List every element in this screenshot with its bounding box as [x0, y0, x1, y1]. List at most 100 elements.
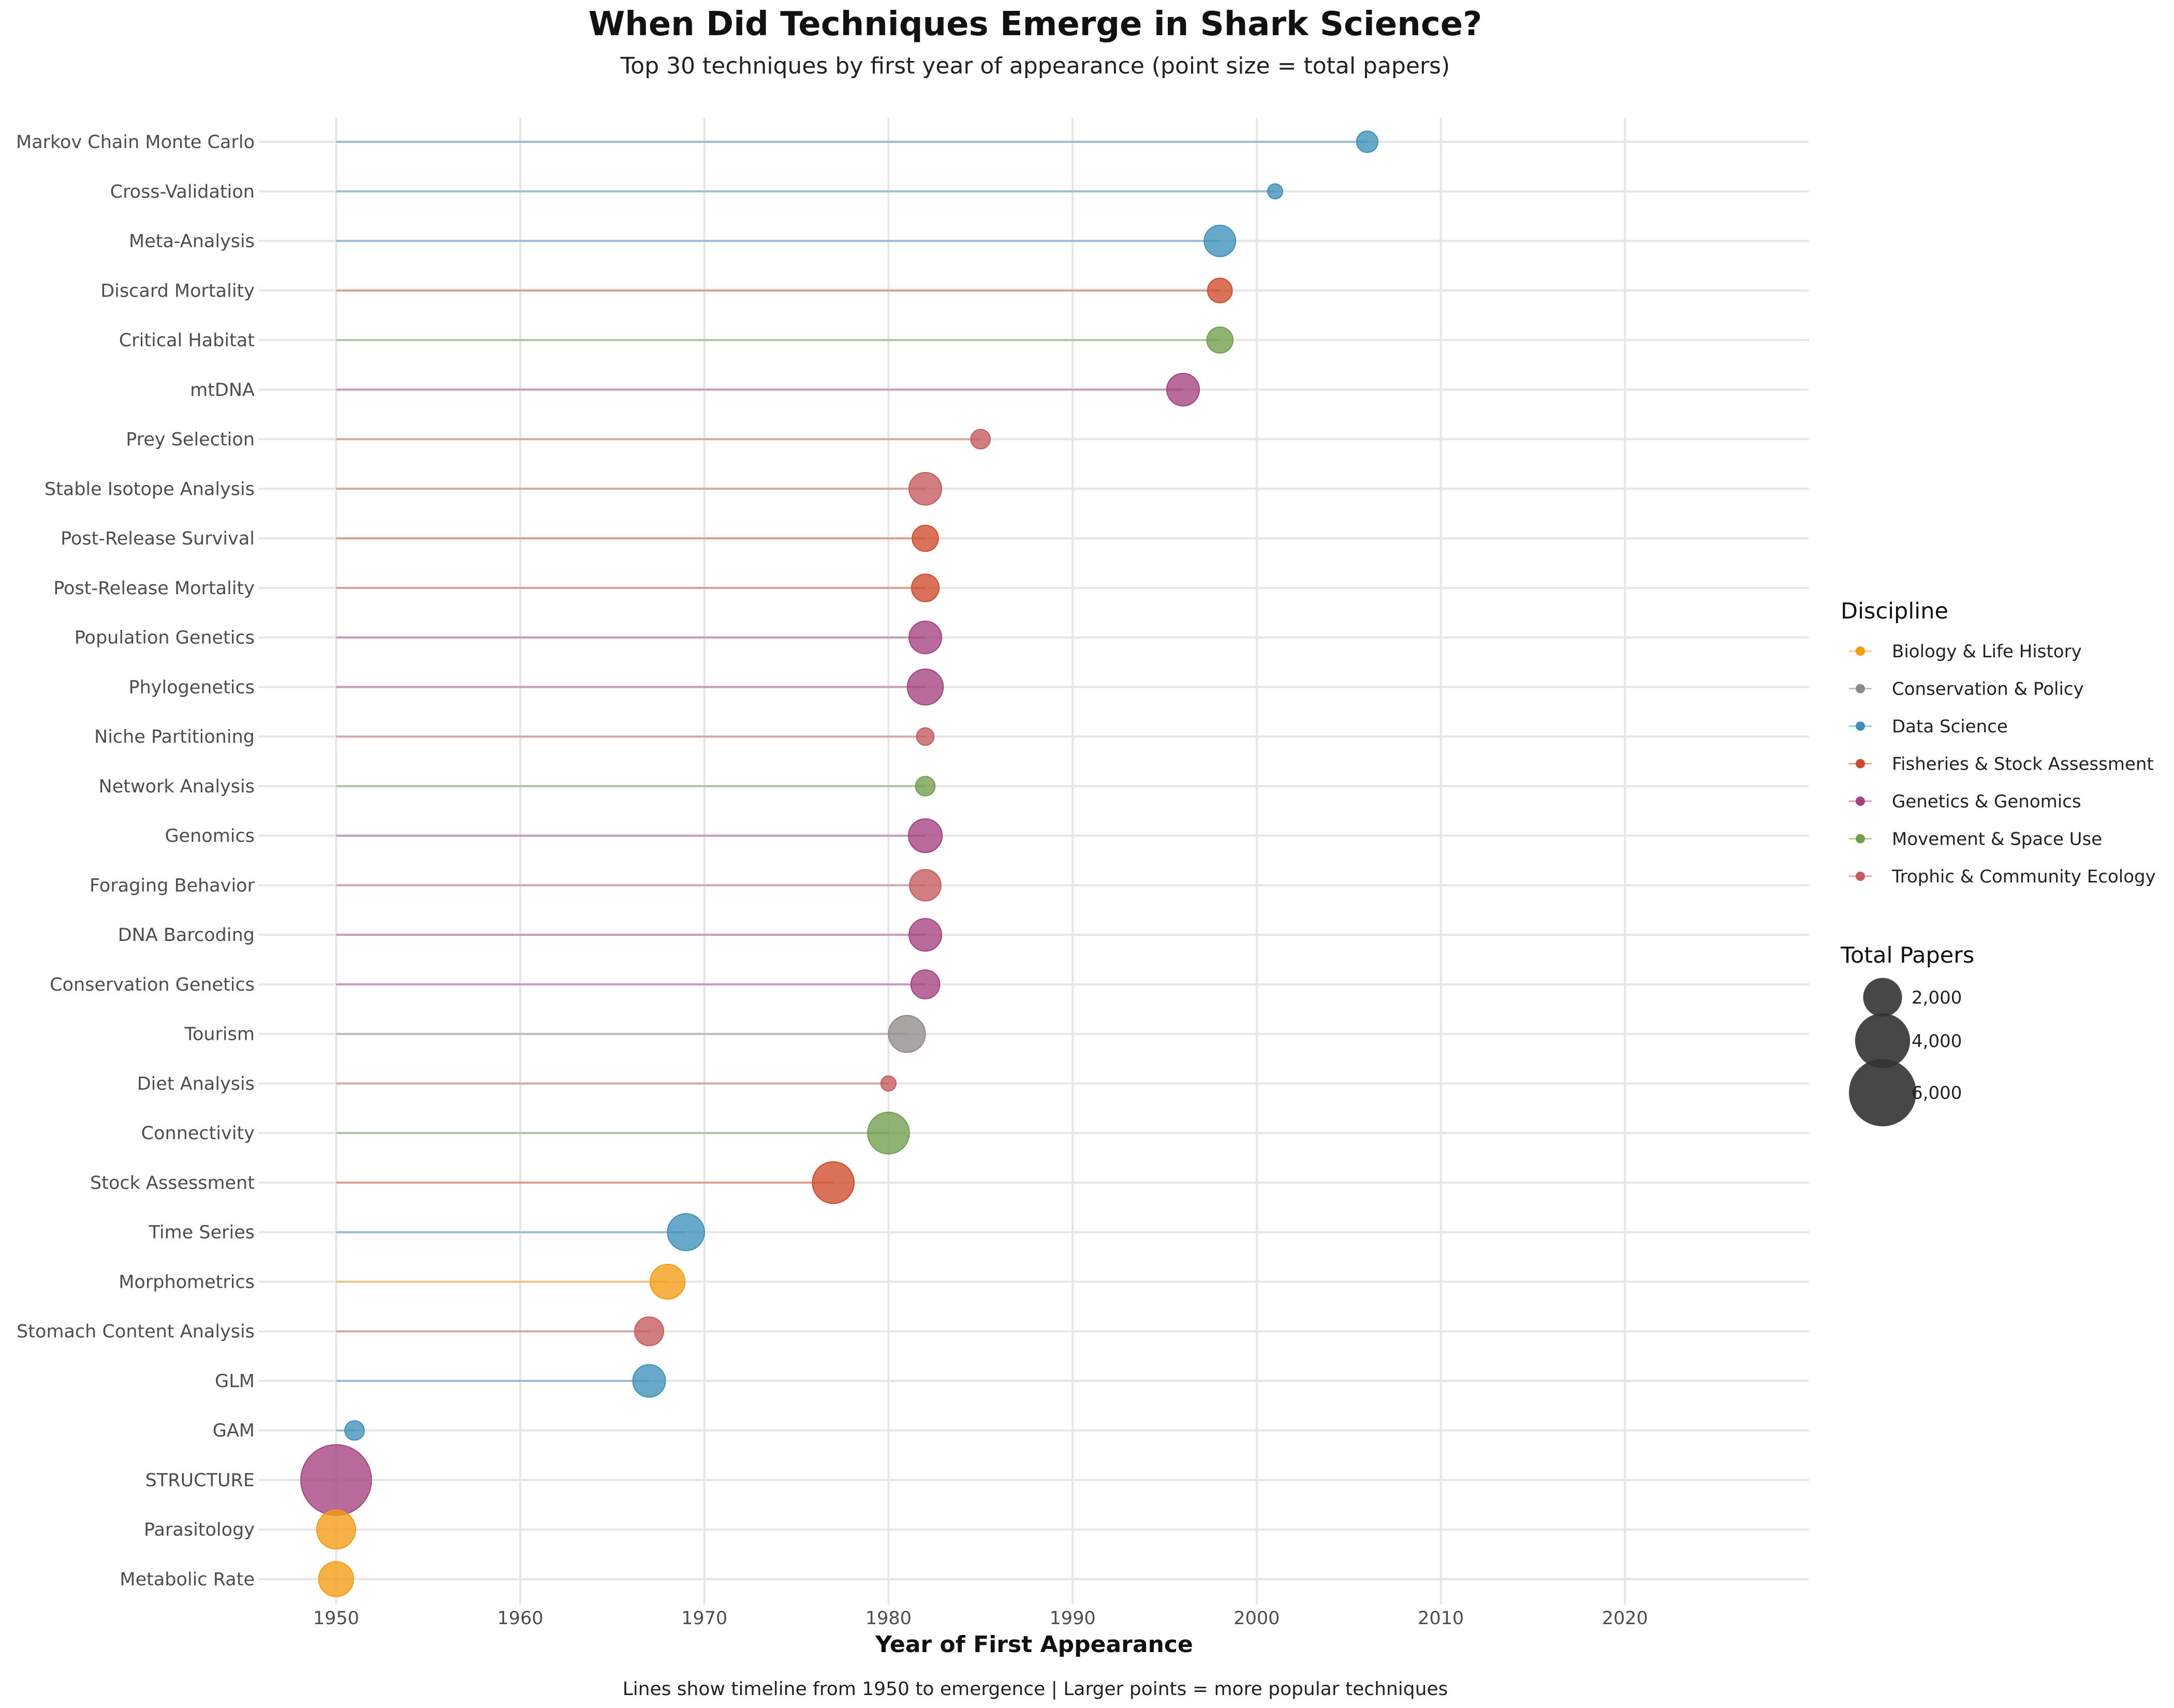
discipline-legend-title: Discipline: [1841, 598, 1948, 624]
technique-label: Post-Release Mortality: [53, 578, 255, 599]
technique-label: Stomach Content Analysis: [17, 1321, 255, 1342]
size-legend-label: 2,000: [1912, 988, 1962, 1008]
data-point: [907, 668, 944, 705]
technique-label: Cross-Validation: [110, 182, 255, 202]
data-point: [915, 776, 936, 797]
x-tick-label: 2010: [1418, 1608, 1464, 1629]
technique-label: Foraging Behavior: [90, 875, 255, 896]
legend-key-dot: [1856, 646, 1865, 656]
technique-label: Prey Selection: [126, 430, 255, 450]
technique-label: Genomics: [165, 826, 255, 847]
data-point: [1267, 183, 1284, 200]
technique-label: Network Analysis: [99, 776, 255, 797]
data-point: [1203, 225, 1237, 257]
technique-label: STRUCTURE: [145, 1470, 255, 1491]
data-point: [650, 1263, 686, 1300]
data-point: [667, 1213, 705, 1251]
data-point: [912, 524, 939, 552]
chart-title: When Did Techniques Emerge in Shark Scie…: [589, 5, 1482, 43]
size-legend-label: 4,000: [1912, 1031, 1962, 1052]
technique-label: Discard Mortality: [100, 281, 255, 301]
x-tick-label: 1990: [1050, 1608, 1096, 1629]
x-tick-label: 1960: [497, 1608, 544, 1629]
data-point: [634, 1316, 664, 1347]
data-point: [910, 969, 941, 999]
data-point: [344, 1420, 365, 1441]
data-point: [908, 918, 943, 952]
technique-label: Time Series: [149, 1223, 255, 1243]
total-papers-legend-title: Total Papers: [1840, 943, 1974, 968]
technique-label: Morphometrics: [119, 1272, 255, 1292]
technique-label: Stock Assessment: [90, 1173, 255, 1194]
legend-key-dot: [1856, 722, 1865, 731]
technique-label: Niche Partitioning: [94, 727, 255, 747]
technique-label: Post-Release Survival: [61, 528, 255, 549]
size-legend-label: 6,000: [1912, 1083, 1962, 1103]
technique-label: GAM: [213, 1421, 255, 1441]
y-axis-labels: Markov Chain Monte Carlo Cross-Validation…: [16, 132, 255, 1590]
data-point: [908, 621, 943, 655]
data-point: [888, 1015, 926, 1053]
legend-label: Conservation & Policy: [1892, 679, 2084, 700]
lollipop-points: [300, 130, 1378, 1597]
data-point: [908, 472, 943, 506]
x-tick-label: 1980: [865, 1608, 912, 1629]
legend-label: Biology & Life History: [1892, 641, 2082, 662]
size-legend-circle: [1863, 978, 1902, 1017]
legend-label: Genetics & Genomics: [1892, 791, 2081, 812]
data-point: [908, 818, 943, 853]
technique-label: Meta-Analysis: [129, 231, 255, 252]
x-tick-label: 1950: [313, 1608, 359, 1629]
data-point: [880, 1075, 897, 1092]
technique-label: Metabolic Rate: [120, 1569, 255, 1590]
technique-label: Population Genetics: [75, 628, 255, 649]
legend-label: Trophic & Community Ecology: [1891, 866, 2156, 887]
technique-label: Diet Analysis: [137, 1073, 255, 1094]
x-axis-title: Year of First Appearance: [875, 1631, 1193, 1658]
size-legend-circle: [1848, 1058, 1917, 1127]
data-point: [909, 869, 942, 902]
data-point: [316, 1509, 356, 1550]
legend-label: Fisheries & Stock Assessment: [1892, 754, 2154, 775]
technique-label: Critical Habitat: [119, 330, 255, 351]
data-point: [1356, 130, 1378, 153]
legend-key-dot: [1856, 872, 1865, 881]
data-point: [1166, 373, 1200, 407]
data-point: [1207, 277, 1233, 304]
technique-label: Parasitology: [144, 1520, 255, 1540]
technique-label: Phylogenetics: [128, 677, 255, 698]
legend-key-dot: [1856, 759, 1865, 769]
legend-key-dot: [1856, 834, 1865, 844]
data-point: [318, 1561, 354, 1597]
technique-label: Connectivity: [141, 1123, 255, 1144]
discipline-legend: Discipline Biology & Life History Conserv…: [1841, 598, 2156, 887]
legend-label: Data Science: [1892, 716, 2008, 737]
technique-label: Stable Isotope Analysis: [45, 479, 255, 499]
data-point: [970, 429, 991, 450]
x-tick-label: 2000: [1233, 1608, 1280, 1629]
legend-key-dot: [1856, 684, 1865, 694]
data-point: [916, 727, 935, 746]
x-tick-label: 1970: [681, 1608, 727, 1629]
x-axis-labels: 1950 1960 1970 1980 1990 2000 2010 2020: [313, 1608, 1648, 1629]
data-point: [867, 1111, 910, 1155]
legend-key-dot: [1856, 797, 1865, 806]
lollipop-stems: [336, 141, 1368, 1432]
legend-label: Movement & Space Use: [1892, 829, 2102, 850]
data-point: [911, 573, 940, 602]
size-legend-circle: [1855, 1013, 1911, 1069]
technique-label: DNA Barcoding: [118, 925, 255, 946]
x-tick-label: 2020: [1602, 1608, 1648, 1629]
technique-label: Conservation Genetics: [50, 975, 255, 995]
technique-label: mtDNA: [190, 380, 255, 401]
technique-label: Markov Chain Monte Carlo: [16, 132, 255, 153]
data-point: [1206, 326, 1233, 354]
data-point: [812, 1161, 855, 1204]
technique-label: Tourism: [184, 1024, 255, 1045]
grid-lines: [259, 118, 1809, 1604]
data-point: [632, 1364, 666, 1398]
total-papers-legend: Total Papers 2,000 4,000 6,000: [1840, 943, 1974, 1127]
chart-subtitle: Top 30 techniques by first year of appea…: [620, 53, 1450, 79]
data-point: [300, 1444, 372, 1516]
